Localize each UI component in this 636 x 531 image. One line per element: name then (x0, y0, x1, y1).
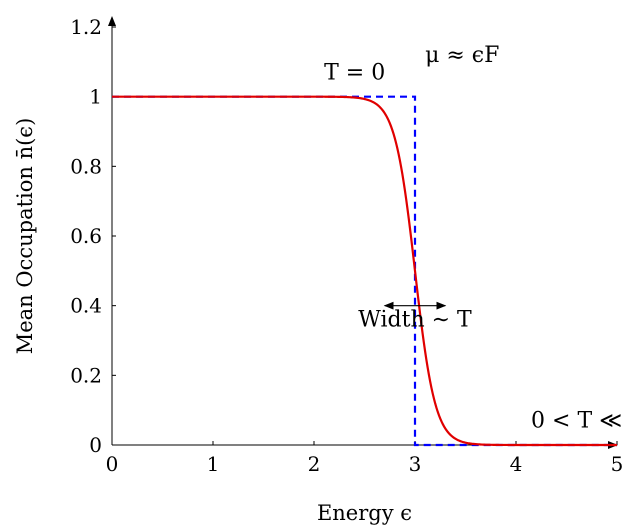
x-tick-label: 4 (510, 452, 523, 476)
y-tick-label: 1 (89, 85, 102, 109)
x-tick-label: 5 (611, 452, 624, 476)
x-tick-label: 3 (409, 452, 422, 476)
x-axis-ticks: 0 1 2 3 4 5 (106, 441, 624, 476)
x-tick-label: 1 (207, 452, 220, 476)
x-tick-label: 0 (106, 452, 119, 476)
y-axis-ticks: 0 0.2 0.4 0.6 0.8 1 1.2 (70, 15, 116, 457)
y-tick-label: 0.6 (70, 224, 102, 248)
zero-temperature-step-line (112, 95, 617, 447)
x-axis-label: Energy ϵ (317, 501, 412, 525)
finite-temperature-curve (112, 95, 617, 447)
annotation-zero-temperature: T = 0 (324, 60, 385, 85)
y-tick-label: 0.4 (70, 294, 102, 318)
y-tick-label: 0.2 (70, 363, 102, 387)
annotation-chemical-potential: μ ≈ ϵF (425, 43, 499, 68)
y-tick-label: 0 (89, 433, 102, 457)
annotation-low-temperature: 0 < T ≪ (531, 409, 622, 434)
y-axis-label: Mean Occupation n̄(ϵ) (13, 118, 37, 355)
y-tick-label: 1.2 (70, 15, 102, 39)
y-tick-label: 0.8 (70, 154, 102, 178)
x-tick-label: 2 (308, 452, 321, 476)
annotation-width: Width ∼ T (358, 308, 472, 333)
